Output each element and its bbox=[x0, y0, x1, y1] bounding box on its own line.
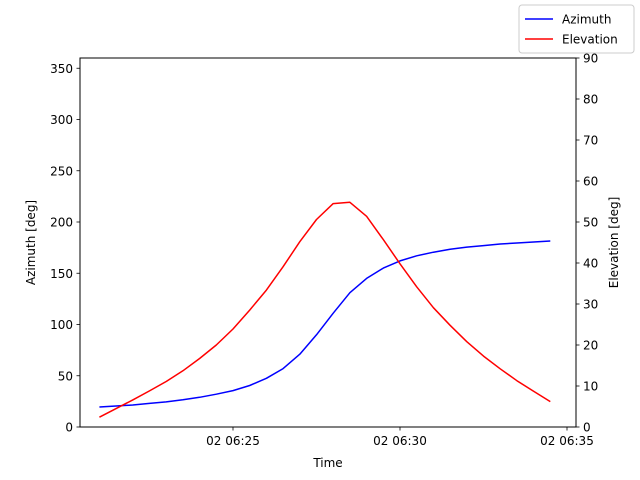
right-y-axis-label: Elevation [deg] bbox=[607, 197, 621, 289]
x-tick-label: 02 06:30 bbox=[373, 434, 427, 448]
legend-label-elevation: Elevation bbox=[562, 33, 618, 47]
right-y-tick-label: 60 bbox=[583, 175, 598, 189]
left-y-tick-label: 100 bbox=[50, 318, 73, 332]
series-line-azimuth bbox=[99, 240, 551, 408]
x-axis-label: Time bbox=[312, 456, 342, 470]
left-y-axis-label: Azimuth [deg] bbox=[24, 200, 38, 285]
right-y-tick-label: 90 bbox=[583, 52, 598, 66]
right-y-tick-label: 0 bbox=[583, 421, 591, 435]
series-line-elevation bbox=[99, 201, 551, 418]
plot-frame bbox=[79, 57, 577, 428]
right-y-tick-label: 80 bbox=[583, 93, 598, 107]
left-y-tick-label: 300 bbox=[50, 113, 73, 127]
legend: Azimuth Elevation bbox=[518, 4, 635, 54]
legend-label-azimuth: Azimuth bbox=[562, 13, 611, 27]
left-y-tick-label: 350 bbox=[50, 62, 73, 76]
left-y-tick-label: 50 bbox=[58, 369, 73, 383]
right-y-tick-label: 10 bbox=[583, 380, 598, 394]
right-y-axis-ticks: 0 10 20 30 40 50 60 70 80 90 bbox=[576, 52, 598, 435]
right-y-tick-label: 50 bbox=[583, 216, 598, 230]
x-axis-ticks: 02 06:25 02 06:30 02 06:35 bbox=[206, 427, 594, 448]
left-y-tick-label: 200 bbox=[50, 216, 73, 230]
left-y-axis-ticks: 0 50 100 150 200 250 300 350 bbox=[50, 62, 80, 435]
legend-box bbox=[518, 4, 635, 54]
right-y-tick-label: 70 bbox=[583, 134, 598, 148]
right-y-tick-label: 40 bbox=[583, 257, 598, 271]
left-y-tick-label: 250 bbox=[50, 164, 73, 178]
left-y-tick-label: 150 bbox=[50, 267, 73, 281]
right-y-tick-label: 20 bbox=[583, 339, 598, 353]
x-tick-label: 02 06:35 bbox=[540, 434, 594, 448]
left-y-tick-label: 0 bbox=[65, 421, 73, 435]
right-y-tick-label: 30 bbox=[583, 298, 598, 312]
x-tick-label: 02 06:25 bbox=[206, 434, 260, 448]
plot-lines bbox=[99, 201, 551, 418]
